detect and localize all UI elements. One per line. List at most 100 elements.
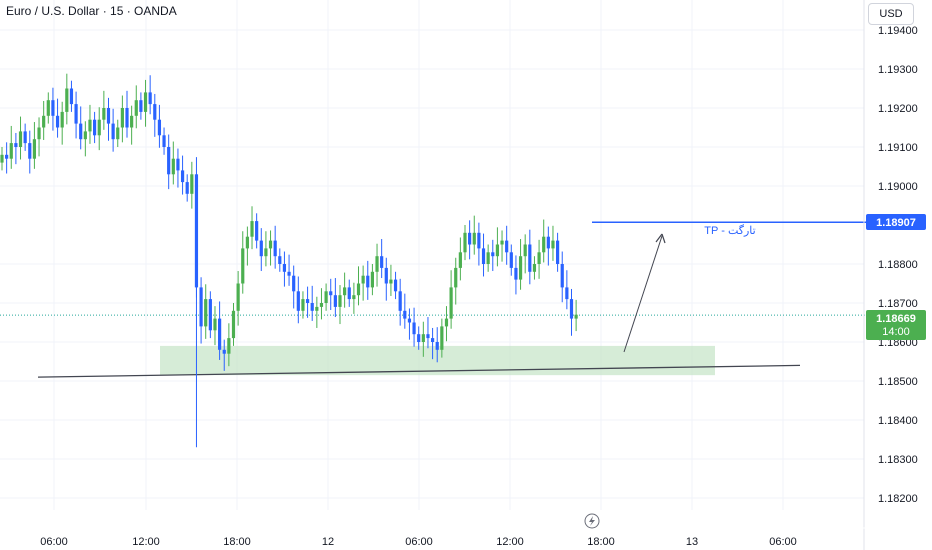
price-tick-label: 1.18500: [878, 376, 918, 388]
candle-body: [569, 299, 574, 319]
candle-body: [231, 310, 236, 339]
candle: [444, 306, 449, 342]
candle-body: [14, 143, 18, 147]
time-tick-label: 06:00: [40, 536, 68, 548]
candle: [111, 108, 115, 152]
candle: [171, 141, 175, 185]
candle: [528, 229, 532, 285]
price-tick-label: 1.18700: [878, 298, 918, 310]
time-tick-label: 12:00: [496, 536, 524, 548]
price-tick-label: 1.19100: [878, 142, 918, 154]
candle-body: [500, 240, 504, 245]
candle: [213, 306, 217, 346]
candle: [32, 122, 37, 169]
candle: [208, 291, 212, 339]
candle: [93, 111, 97, 144]
candle-body: [180, 170, 185, 183]
candle: [143, 79, 148, 127]
candle-body: [46, 100, 50, 116]
price-axis[interactable]: 1.19400 1.19300 1.19200 1.19100 1.19000 1.188…: [863, 0, 918, 550]
candle-body: [93, 119, 97, 136]
candle: [500, 230, 504, 262]
candle: [454, 257, 458, 305]
candle-body: [361, 275, 365, 284]
candle: [259, 228, 263, 272]
candle: [97, 107, 101, 151]
candle: [481, 233, 486, 277]
price-tick-label: 1.19300: [878, 64, 918, 76]
candle: [403, 293, 407, 329]
candle: [134, 85, 138, 129]
candle: [356, 266, 361, 306]
current-price-value: 1.18669: [876, 313, 916, 325]
candle-body: [398, 291, 402, 311]
candle-body: [421, 334, 425, 342]
candle: [440, 318, 444, 358]
candle-body: [407, 318, 412, 323]
target-price-tag: 1.18907: [866, 214, 926, 230]
candle: [463, 225, 467, 261]
candle-body: [157, 119, 162, 136]
candle-body: [130, 115, 134, 128]
candle-body: [0, 154, 4, 163]
symbol-title[interactable]: Euro / U.S. Dollar · 15 · OANDA: [6, 4, 177, 18]
support-trend-line[interactable]: [37, 364, 801, 378]
candle-body: [23, 131, 27, 144]
candle-body: [208, 299, 212, 331]
candle-body: [32, 139, 37, 159]
price-tick-label: 1.18200: [878, 493, 918, 505]
candle: [551, 225, 555, 261]
candle-body: [546, 236, 550, 249]
candle-body: [102, 108, 106, 120]
candle-body: [162, 135, 166, 147]
candle: [282, 251, 287, 287]
candle: [273, 225, 277, 269]
candle-body: [528, 244, 532, 272]
candle-body: [199, 287, 203, 327]
candle-body: [509, 252, 513, 268]
lightning-bolt-icon[interactable]: [584, 513, 600, 529]
candle-body: [537, 252, 541, 264]
candle-body: [5, 154, 9, 159]
candle: [120, 95, 124, 143]
candle: [569, 288, 574, 336]
candle-body: [227, 338, 231, 354]
candle: [0, 147, 4, 171]
candle-body: [88, 119, 92, 132]
candle-body: [120, 108, 124, 128]
candle-body: [139, 100, 143, 112]
candle-body: [176, 158, 180, 171]
candle: [532, 256, 537, 280]
candle: [375, 243, 379, 287]
candle: [458, 237, 462, 281]
candle-body: [204, 299, 208, 327]
candle: [236, 271, 240, 326]
currency-button[interactable]: USD: [868, 3, 914, 25]
candle: [542, 219, 546, 263]
candle: [556, 232, 560, 272]
time-axis[interactable]: 06:00 12:00 18:00 12 06:00 12:00 18:00 13 06:00: [0, 527, 932, 548]
candle: [139, 92, 143, 120]
candle: [176, 148, 180, 188]
candle: [389, 264, 393, 296]
time-tick-label: 06:00: [769, 536, 797, 548]
candle: [472, 215, 476, 255]
projection-arrow[interactable]: [623, 233, 666, 353]
candle: [366, 260, 370, 300]
candle-body: [97, 119, 101, 136]
candle-body: [556, 240, 560, 264]
time-tick-label: 13: [686, 536, 698, 548]
candle: [185, 174, 189, 202]
candle-body: [352, 295, 356, 300]
candle-body: [393, 279, 398, 292]
candle: [14, 132, 18, 165]
candle-body: [370, 271, 374, 288]
candle: [426, 317, 430, 349]
candle-body: [51, 100, 55, 116]
candle: [204, 284, 208, 339]
candle: [51, 87, 55, 131]
candle: [74, 91, 78, 139]
candle-body: [463, 232, 467, 253]
candle: [319, 288, 324, 320]
